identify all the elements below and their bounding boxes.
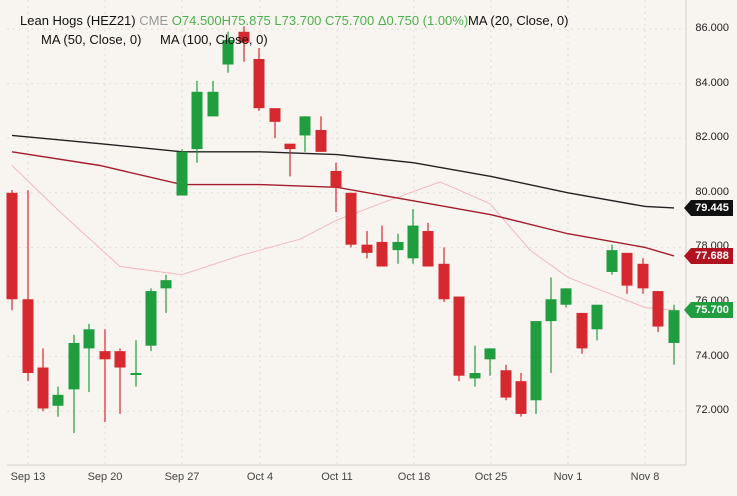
candle-body[interactable] bbox=[160, 280, 172, 289]
x-tick-label: Oct 25 bbox=[474, 471, 508, 483]
candle-body[interactable] bbox=[176, 151, 188, 196]
candle-body[interactable] bbox=[22, 299, 34, 373]
y-tick-label: 72.000 bbox=[695, 404, 729, 417]
x-tick-label: Sep 13 bbox=[10, 471, 46, 483]
x-tick-label: Oct 11 bbox=[321, 471, 353, 483]
y-tick-label: 74.000 bbox=[695, 349, 729, 362]
candle-body[interactable] bbox=[299, 116, 311, 136]
close-value: C75.700 bbox=[325, 13, 375, 28]
candle-body[interactable] bbox=[6, 192, 18, 300]
candle-body[interactable] bbox=[484, 348, 496, 360]
candle-body[interactable] bbox=[269, 108, 281, 122]
candle-body[interactable] bbox=[37, 367, 49, 409]
symbol-label: Lean Hogs (HEZ21) bbox=[20, 13, 136, 28]
candle-body[interactable] bbox=[361, 244, 373, 253]
candle-body[interactable] bbox=[222, 39, 234, 65]
candle-body[interactable] bbox=[530, 321, 542, 401]
price-tag: 77.688 bbox=[684, 247, 733, 264]
candle-body[interactable] bbox=[207, 91, 219, 117]
legend-ohlc: Lean Hogs (HEZ21) CME O74.500H75.875 L73… bbox=[20, 13, 468, 28]
open-value: O74.500 bbox=[171, 13, 222, 28]
x-tick-label: Oct 4 bbox=[246, 471, 274, 483]
candle-body[interactable] bbox=[422, 231, 434, 267]
candle-body[interactable] bbox=[253, 59, 265, 109]
ma-line bbox=[11, 134, 675, 209]
candle-body[interactable] bbox=[145, 291, 157, 346]
exchange-label: CME bbox=[139, 13, 169, 28]
candle-body[interactable] bbox=[652, 291, 664, 327]
x-tick-label: Sep 27 bbox=[164, 471, 200, 483]
candle-body[interactable] bbox=[330, 170, 342, 188]
candle-body[interactable] bbox=[469, 372, 481, 379]
x-tick-label: Nov 1 bbox=[553, 471, 583, 483]
candle-body[interactable] bbox=[606, 250, 618, 272]
high-value: H75.875 bbox=[221, 13, 271, 28]
legend-ma20[interactable]: MA (20, Close, 0) bbox=[468, 13, 569, 28]
candle-body[interactable] bbox=[345, 192, 357, 245]
y-tick-label: 86.000 bbox=[695, 22, 729, 34]
candle-body[interactable] bbox=[99, 351, 111, 360]
x-tick-label: Nov 8 bbox=[630, 471, 660, 483]
ma-line bbox=[11, 165, 675, 311]
y-tick-label: 82.000 bbox=[695, 131, 729, 144]
candle-body[interactable] bbox=[407, 225, 419, 259]
candle-body[interactable] bbox=[438, 263, 450, 300]
candle-body[interactable] bbox=[560, 288, 572, 305]
candle-body[interactable] bbox=[130, 372, 142, 375]
x-tick-label: Oct 18 bbox=[397, 471, 431, 483]
candle-body[interactable] bbox=[376, 241, 388, 267]
x-tick-label: Sep 20 bbox=[87, 471, 123, 483]
candle-body[interactable] bbox=[83, 329, 95, 349]
ma-line bbox=[11, 151, 675, 257]
legend-ma50[interactable]: MA (50, Close, 0) bbox=[41, 32, 142, 47]
candle-body[interactable] bbox=[621, 252, 633, 286]
candle-body[interactable] bbox=[392, 241, 404, 251]
price-tag: 79.445 bbox=[684, 199, 733, 216]
candle-body[interactable] bbox=[515, 381, 527, 414]
candle-body[interactable] bbox=[315, 130, 327, 152]
candle-body[interactable] bbox=[500, 370, 512, 398]
candle-body[interactable] bbox=[68, 342, 80, 390]
y-tick-label: 80.000 bbox=[695, 185, 729, 198]
candle-body[interactable] bbox=[453, 296, 465, 376]
candle-body[interactable] bbox=[545, 299, 557, 322]
candle-body[interactable] bbox=[591, 304, 603, 330]
candle-body[interactable] bbox=[576, 312, 588, 349]
candle-body[interactable] bbox=[114, 351, 126, 368]
change-value: Δ0.750 (1.00%) bbox=[377, 13, 469, 28]
price-tag: 75.700 bbox=[684, 302, 733, 319]
legend-ma100[interactable]: MA (100, Close, 0) bbox=[160, 32, 268, 47]
candle-body[interactable] bbox=[637, 263, 649, 289]
y-tick-label: 84.000 bbox=[695, 76, 729, 89]
candle-body[interactable] bbox=[191, 91, 203, 150]
candle-body[interactable] bbox=[668, 310, 680, 343]
candle-body[interactable] bbox=[284, 143, 296, 150]
low-value: L73.700 bbox=[274, 13, 322, 28]
candle-body[interactable] bbox=[52, 394, 64, 406]
candle-body[interactable] bbox=[238, 31, 250, 43]
